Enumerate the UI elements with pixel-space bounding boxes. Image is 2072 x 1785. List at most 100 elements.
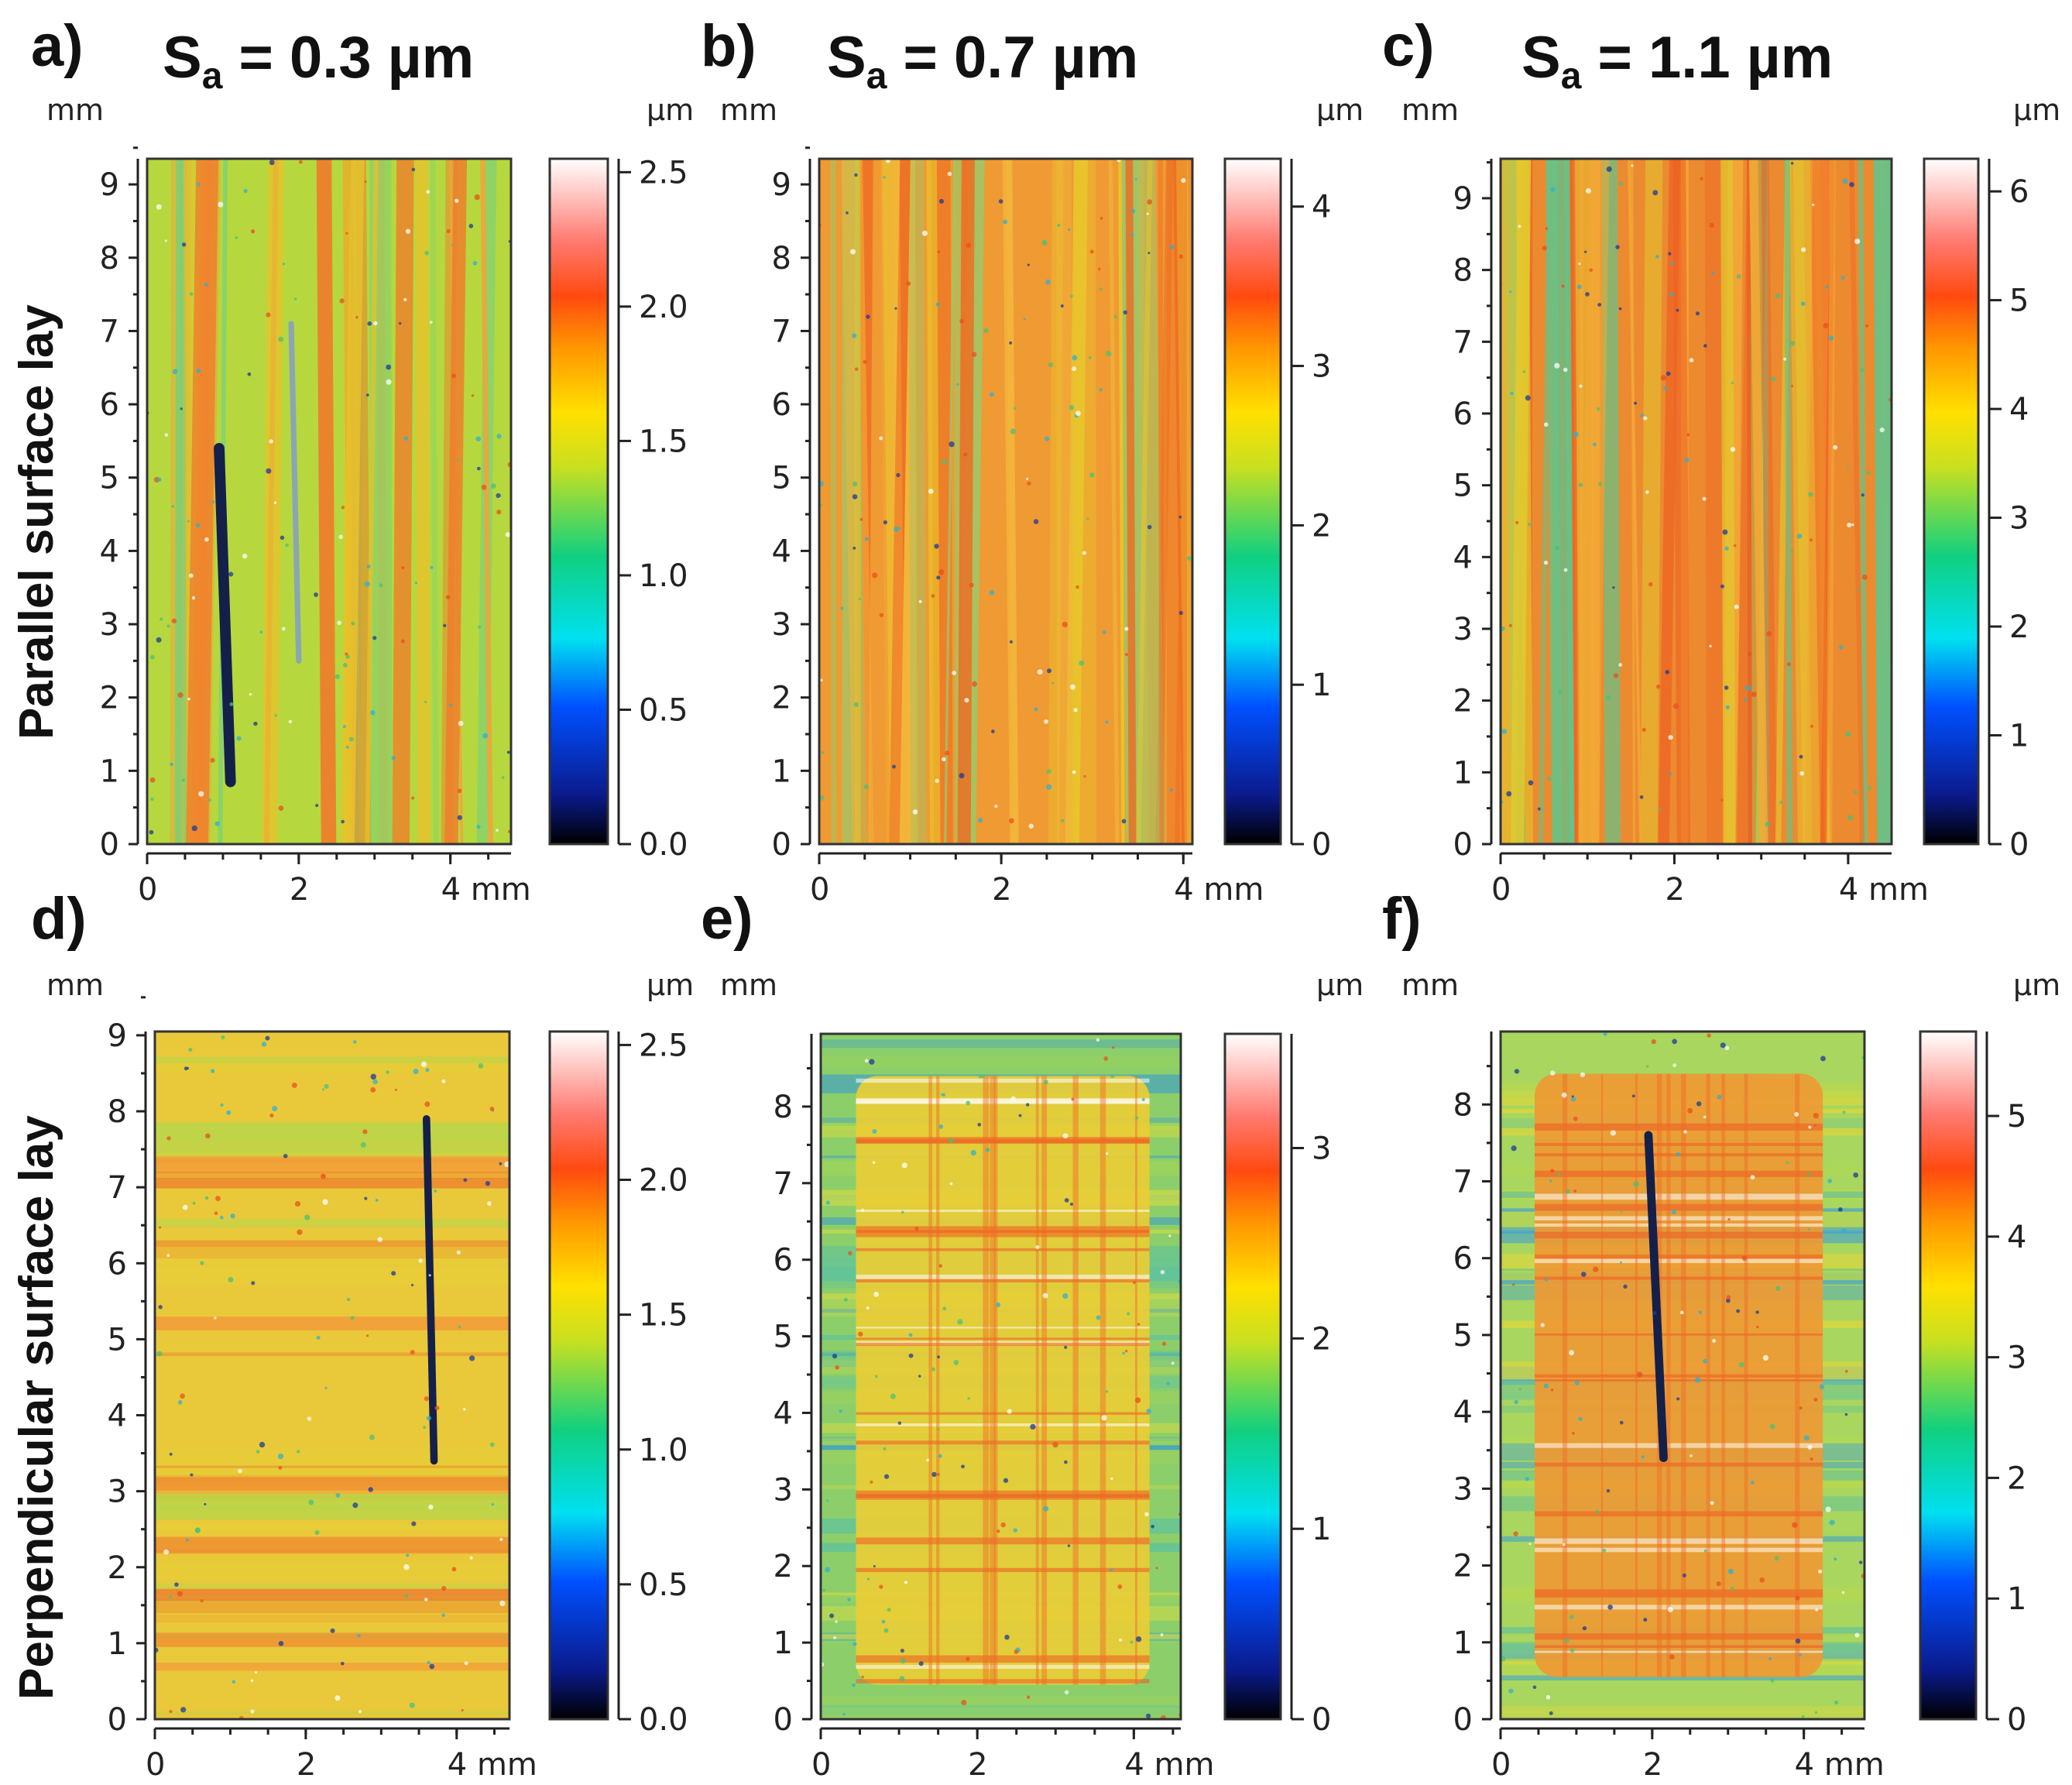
y-unit-label: mm bbox=[1401, 93, 1459, 127]
speckle bbox=[256, 1450, 260, 1454]
map-frame bbox=[818, 157, 1194, 846]
y-tick-label: 6 bbox=[108, 1246, 127, 1282]
speckle bbox=[983, 328, 989, 334]
speckle bbox=[1676, 1152, 1681, 1157]
texture-band bbox=[880, 159, 906, 844]
speckle bbox=[195, 523, 201, 527]
texture-band bbox=[155, 1122, 509, 1139]
speckle bbox=[918, 1661, 924, 1667]
speckle bbox=[1640, 414, 1645, 417]
speckle bbox=[1023, 318, 1026, 321]
speckle bbox=[272, 1106, 278, 1112]
speckle bbox=[901, 1162, 907, 1169]
speckle bbox=[1695, 311, 1700, 316]
speckle bbox=[485, 1181, 491, 1186]
speckle bbox=[420, 1061, 427, 1067]
speckle bbox=[192, 1201, 196, 1205]
speckle bbox=[858, 1331, 863, 1337]
y-tick-label: 2 bbox=[772, 681, 791, 716]
speckle bbox=[1123, 310, 1127, 315]
speckle bbox=[338, 534, 343, 540]
speckle bbox=[914, 1226, 919, 1231]
speckle bbox=[977, 1122, 982, 1127]
panel-title: Sa = 1.1 µm bbox=[1521, 25, 1833, 97]
texture-band bbox=[1579, 159, 1583, 844]
speckle bbox=[278, 805, 284, 812]
speckle bbox=[852, 1642, 857, 1646]
speckle bbox=[1046, 784, 1052, 790]
speckle bbox=[1105, 720, 1109, 724]
speckle bbox=[1003, 1478, 1009, 1483]
speckle bbox=[278, 1641, 284, 1646]
speckle bbox=[1641, 727, 1646, 732]
speckle bbox=[1543, 1383, 1549, 1389]
y-unit-label: mm bbox=[46, 968, 104, 1002]
speckle bbox=[1672, 1063, 1677, 1068]
speckle bbox=[294, 1200, 301, 1207]
speckle bbox=[883, 1474, 890, 1479]
speckle bbox=[843, 1297, 848, 1302]
speckle bbox=[399, 322, 402, 325]
y-tick-label: 7 bbox=[108, 1170, 127, 1206]
speckle bbox=[1564, 1637, 1569, 1643]
speckle bbox=[1860, 368, 1864, 372]
texture-band bbox=[1640, 159, 1663, 844]
wear-track-stripe bbox=[928, 1076, 932, 1685]
speckle bbox=[1834, 1700, 1839, 1705]
texture-bands bbox=[830, 159, 1192, 844]
texture-band bbox=[155, 1562, 509, 1580]
speckle bbox=[1842, 1110, 1846, 1114]
speckle bbox=[963, 452, 968, 457]
speckle bbox=[898, 527, 901, 530]
wear-track-stripe bbox=[1795, 1073, 1800, 1677]
speckle bbox=[506, 750, 510, 754]
speckle bbox=[160, 617, 163, 621]
wear-track-stripe bbox=[856, 1655, 1150, 1663]
speckle bbox=[1801, 1715, 1805, 1718]
speckle bbox=[1607, 1605, 1613, 1610]
texture-band bbox=[1628, 159, 1642, 844]
texture-band bbox=[821, 1704, 1181, 1716]
speckle bbox=[1135, 1116, 1139, 1120]
speckle bbox=[1572, 1431, 1575, 1435]
speckle bbox=[1854, 790, 1858, 795]
speckle bbox=[1018, 1114, 1022, 1117]
speckle bbox=[1795, 1638, 1801, 1644]
speckle bbox=[1766, 630, 1772, 637]
speckle bbox=[169, 1452, 173, 1456]
y-tick-label: 8 bbox=[772, 241, 791, 276]
speckle bbox=[852, 333, 857, 338]
speckle bbox=[1672, 703, 1679, 709]
speckle bbox=[971, 352, 977, 357]
y-tick-label: 5 bbox=[108, 1322, 127, 1358]
colorbar-tick-label: 0 bbox=[2007, 1702, 2026, 1738]
speckle bbox=[1833, 445, 1838, 450]
texture-band bbox=[1601, 159, 1621, 844]
speckle bbox=[229, 702, 234, 706]
speckle bbox=[1097, 267, 1101, 271]
speckle bbox=[1583, 250, 1587, 253]
speckle bbox=[391, 756, 396, 760]
speckle bbox=[1144, 1512, 1149, 1517]
speckle bbox=[150, 797, 154, 802]
speckle bbox=[959, 318, 964, 324]
speckle bbox=[833, 1636, 837, 1639]
x-tick-label: 2 bbox=[1665, 872, 1684, 908]
speckle bbox=[883, 1628, 889, 1633]
speckle bbox=[1838, 644, 1844, 650]
speckle bbox=[232, 1680, 235, 1684]
speckle bbox=[451, 373, 457, 379]
speckle bbox=[1062, 1292, 1069, 1299]
speckle bbox=[945, 750, 950, 756]
speckle bbox=[191, 596, 196, 600]
speckle bbox=[259, 1441, 266, 1448]
speckle bbox=[1035, 1244, 1040, 1250]
speckle bbox=[1141, 1097, 1145, 1101]
speckle bbox=[1806, 1172, 1811, 1176]
speckle bbox=[424, 250, 430, 256]
speckle bbox=[156, 477, 162, 482]
speckle bbox=[1043, 1080, 1048, 1085]
wear-track-stripe bbox=[1099, 1076, 1106, 1685]
x-tick-label: 4 mm bbox=[1839, 872, 1929, 908]
speckle bbox=[1528, 1543, 1532, 1546]
